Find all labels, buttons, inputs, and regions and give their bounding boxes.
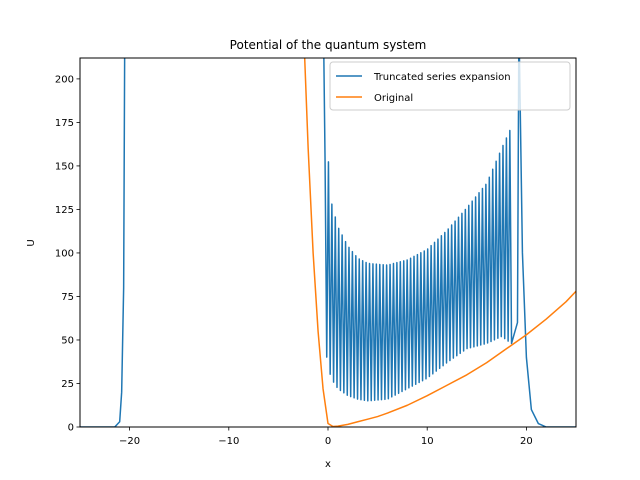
y-tick-label: 0 [68, 423, 74, 434]
y-tick-label: 100 [55, 248, 74, 259]
legend-label-truncated: Truncated series expansion [373, 72, 511, 83]
series-layer [80, 58, 576, 427]
y-tick-label: 50 [61, 335, 74, 346]
x-tick-label: 10 [421, 436, 434, 447]
y-tick-label: 200 [55, 74, 74, 85]
legend-label-original: Original [374, 93, 413, 104]
x-tick-label: −10 [218, 436, 239, 447]
y-axis-label: U [26, 239, 37, 246]
y-tick-label: 25 [61, 379, 74, 390]
y-axis: 0 25 50 75 100 125 150 175 200 [55, 74, 80, 434]
x-tick-label: 0 [325, 436, 331, 447]
y-tick-label: 125 [55, 205, 74, 216]
y-tick-label: 75 [61, 292, 74, 303]
x-tick-label: −20 [119, 436, 140, 447]
x-tick-label: 20 [520, 436, 533, 447]
chart-title: Potential of the quantum system [230, 38, 427, 52]
series-truncated-line [80, 58, 576, 427]
legend: Truncated series expansion Original [329, 61, 571, 111]
x-axis: −20 −10 0 10 20 [119, 427, 533, 447]
y-tick-label: 175 [55, 118, 74, 129]
series-original-line [303, 58, 576, 427]
legend-box [329, 61, 571, 111]
x-axis-label: x [325, 459, 331, 470]
y-tick-label: 150 [55, 161, 74, 172]
